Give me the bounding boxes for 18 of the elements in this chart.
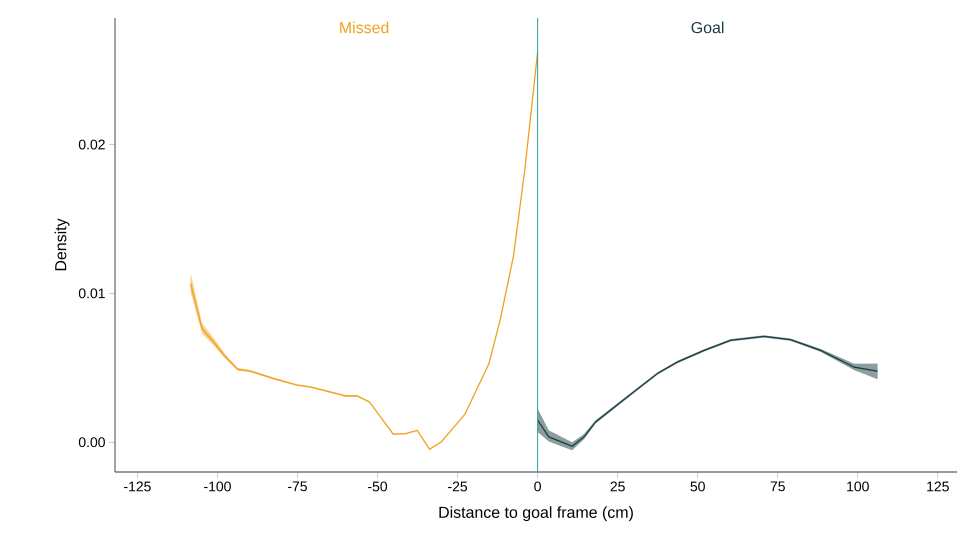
text: Goal — [692, 22, 724, 34]
x-tick-label: -100 — [204, 482, 231, 492]
y-tick-label: 0.02 — [78, 140, 105, 150]
y-tick-label: 0.00 — [78, 437, 105, 448]
y-axis-title: Density — [54, 218, 70, 270]
x-tick-label: 100 — [847, 482, 869, 492]
x-tick-label: -50 — [368, 482, 388, 492]
x-tick-label: 0 — [534, 482, 541, 492]
x-tick-label: 25 — [610, 482, 625, 492]
text: Missed — [340, 22, 388, 34]
x-tick-label: 125 — [927, 482, 949, 492]
x-axis-title: Distance to goal frame (cm) — [439, 506, 633, 522]
x-tick-label: -125 — [124, 482, 151, 492]
x-tick-label: -25 — [448, 482, 468, 492]
x-tick-label: 50 — [690, 482, 705, 492]
x-tick-label: 75 — [770, 482, 785, 492]
y-tick-label: 0.01 — [78, 288, 105, 298]
x-tick-label: -75 — [288, 482, 307, 492]
